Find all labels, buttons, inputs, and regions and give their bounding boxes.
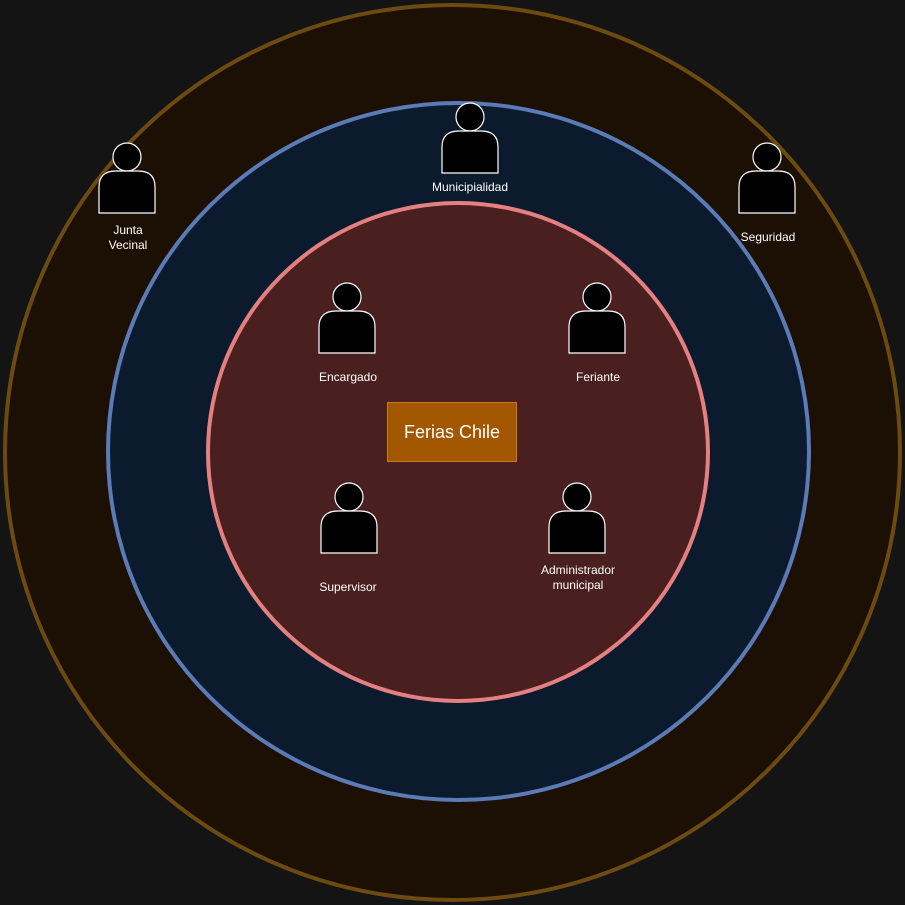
person-icon[interactable]	[441, 102, 499, 174]
actor-label-supervisor: Supervisor	[319, 580, 377, 594]
actor-label-encargado: Encargado	[318, 370, 378, 384]
actor-label-feriante: Feriante	[575, 370, 621, 384]
actor-label-seguridad: Seguridad	[740, 230, 796, 244]
center-label: Ferias Chile	[403, 421, 501, 442]
actor-label-municipialidad: Municipialidad	[431, 180, 509, 194]
actor-label-junta-vecinal: Junta Vecinal	[108, 223, 148, 252]
person-icon[interactable]	[320, 482, 378, 554]
person-icon[interactable]	[568, 282, 626, 354]
person-icon[interactable]	[738, 142, 796, 214]
person-icon[interactable]	[98, 142, 156, 214]
center-node[interactable]: Ferias Chile	[387, 402, 517, 462]
actor-label-administrador-municipal: Administrador municipal	[540, 563, 616, 592]
person-icon[interactable]	[548, 482, 606, 554]
person-icon[interactable]	[318, 282, 376, 354]
